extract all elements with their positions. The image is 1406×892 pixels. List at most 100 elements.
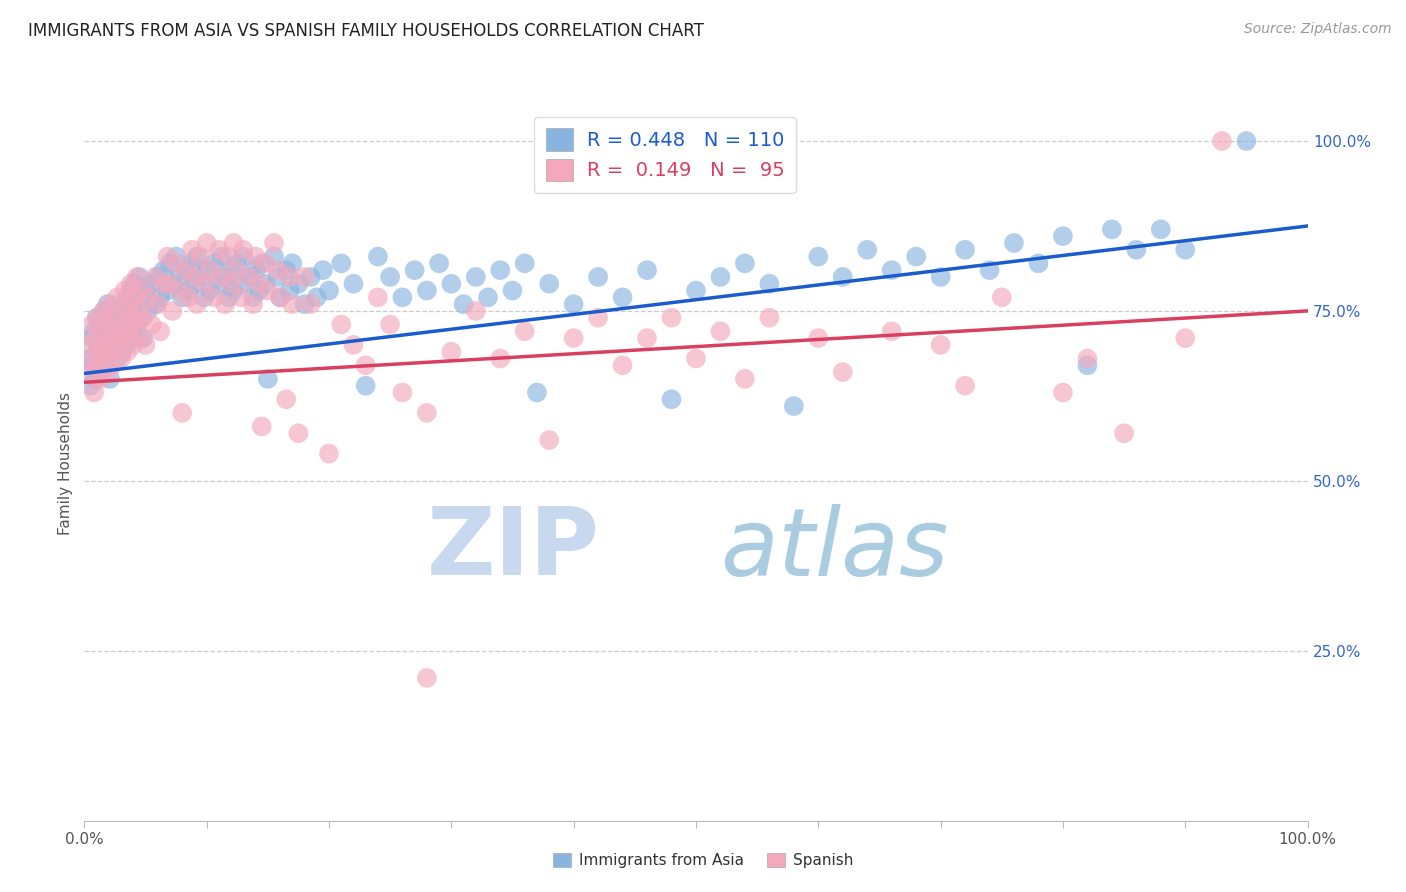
Point	[281, 297, 304, 311]
Point	[367, 290, 389, 304]
Legend: R = 0.448   N = 110, R =  0.149   N =  95: R = 0.448 N = 110, R = 0.149 N = 95	[534, 117, 796, 193]
Point	[105, 290, 128, 304]
Point	[193, 277, 215, 291]
Point	[115, 338, 138, 352]
Point	[299, 269, 322, 284]
Point	[281, 256, 304, 270]
Point	[136, 290, 159, 304]
Point	[105, 331, 128, 345]
Point	[685, 284, 707, 298]
Point	[1125, 243, 1147, 257]
Point	[80, 318, 103, 332]
Point	[219, 277, 242, 291]
Point	[156, 284, 179, 298]
Point	[526, 385, 548, 400]
Point	[132, 310, 155, 325]
Point	[354, 378, 377, 392]
Point	[734, 372, 756, 386]
Point	[82, 351, 104, 366]
Point	[229, 277, 252, 291]
Point	[247, 284, 270, 298]
Point	[612, 359, 634, 373]
Point	[831, 269, 853, 284]
Point	[380, 269, 402, 284]
Point	[1052, 385, 1074, 400]
Point	[245, 263, 267, 277]
Text: atlas: atlas	[720, 504, 949, 595]
Point	[269, 290, 291, 304]
Point	[124, 277, 146, 291]
Point	[427, 256, 450, 270]
Point	[79, 365, 101, 379]
Point	[94, 338, 117, 352]
Point	[218, 250, 240, 264]
Point	[143, 269, 166, 284]
Point	[232, 250, 254, 264]
Point	[856, 243, 879, 257]
Point	[238, 269, 260, 284]
Point	[562, 297, 585, 311]
Point	[195, 263, 218, 277]
Point	[97, 344, 120, 359]
Point	[186, 297, 208, 311]
Point	[232, 243, 254, 257]
Point	[342, 338, 364, 352]
Point	[287, 277, 309, 291]
Legend: Immigrants from Asia, Spanish: Immigrants from Asia, Spanish	[547, 847, 859, 874]
Point	[111, 304, 134, 318]
Point	[165, 256, 187, 270]
Point	[276, 392, 298, 407]
Point	[1028, 256, 1050, 270]
Point	[165, 250, 187, 264]
Point	[195, 235, 218, 250]
Point	[112, 331, 135, 345]
Point	[83, 324, 105, 338]
Point	[807, 331, 830, 345]
Point	[110, 351, 132, 366]
Point	[114, 284, 136, 298]
Point	[278, 284, 301, 298]
Point	[299, 297, 322, 311]
Point	[734, 256, 756, 270]
Point	[128, 304, 150, 318]
Point	[149, 290, 172, 304]
Point	[87, 365, 110, 379]
Point	[1114, 426, 1136, 441]
Point	[104, 310, 127, 325]
Point	[208, 277, 231, 291]
Point	[287, 426, 309, 441]
Point	[354, 359, 377, 373]
Point	[1076, 351, 1098, 366]
Point	[97, 297, 120, 311]
Y-axis label: Family Households: Family Households	[58, 392, 73, 535]
Point	[135, 284, 157, 298]
Point	[77, 351, 100, 366]
Point	[91, 351, 114, 366]
Point	[242, 297, 264, 311]
Point	[929, 269, 952, 284]
Point	[342, 277, 364, 291]
Point	[266, 263, 288, 277]
Point	[169, 284, 191, 298]
Point	[214, 269, 236, 284]
Point	[200, 284, 222, 298]
Point	[105, 351, 128, 366]
Point	[87, 344, 110, 359]
Point	[146, 269, 169, 284]
Point	[1150, 222, 1173, 236]
Point	[105, 338, 128, 352]
Point	[90, 324, 112, 338]
Point	[709, 324, 731, 338]
Point	[125, 297, 148, 311]
Point	[136, 304, 159, 318]
Point	[190, 250, 212, 264]
Point	[416, 671, 439, 685]
Point	[208, 243, 231, 257]
Point	[93, 304, 115, 318]
Point	[120, 277, 142, 291]
Point	[391, 385, 413, 400]
Point	[172, 406, 194, 420]
Point	[254, 277, 277, 291]
Point	[174, 263, 197, 277]
Point	[538, 433, 561, 447]
